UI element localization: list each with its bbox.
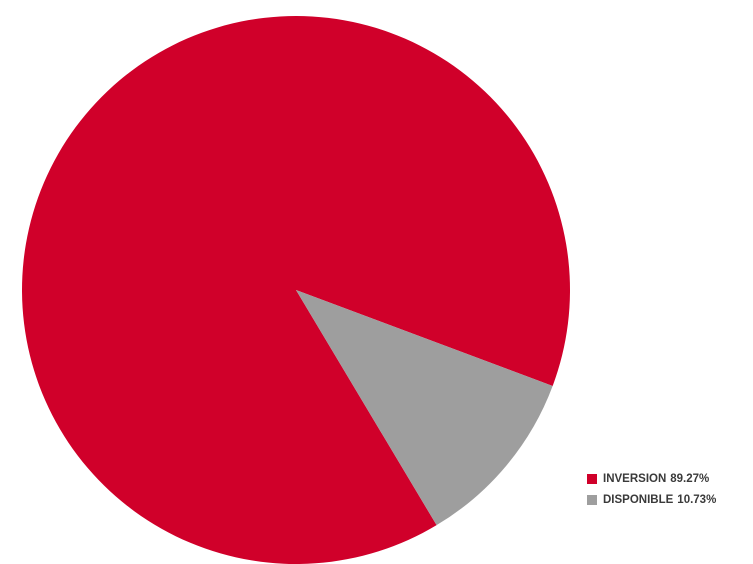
pie-slice-disponible: [296, 290, 553, 526]
chart-legend: INVERSION 89.27% DISPONIBLE 10.73%: [587, 468, 716, 510]
pie-slice-inversion: [22, 16, 570, 564]
legend-label-inversion: INVERSION: [603, 472, 667, 485]
legend-swatch-inversion: [587, 473, 597, 484]
legend-swatch-disponible: [587, 494, 597, 505]
legend-value-inversion: 89.27%: [670, 472, 710, 485]
legend-value-disponible: 10.73%: [677, 493, 717, 506]
legend-item-inversion: INVERSION 89.27%: [587, 468, 716, 489]
legend-label-disponible: DISPONIBLE: [603, 493, 674, 506]
legend-item-disponible: DISPONIBLE 10.73%: [587, 489, 716, 510]
